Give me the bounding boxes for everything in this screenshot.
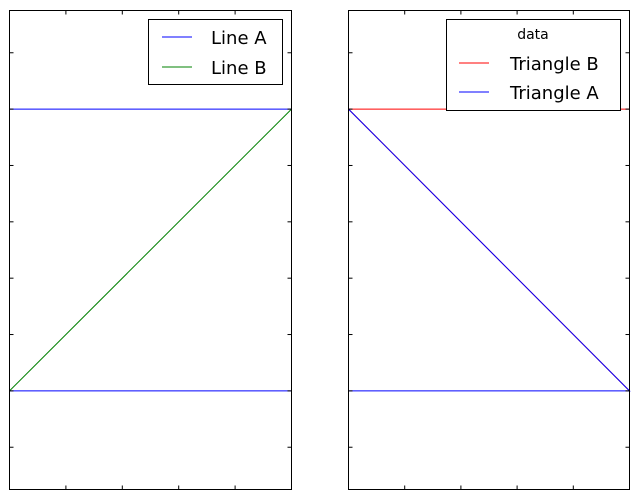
right-legend-label-triangle-a: Triangle A [509, 83, 599, 104]
left-series-line-a [9, 108, 292, 392]
left-axes-frame [9, 10, 292, 490]
right-axes: data Triangle B Triangle A [348, 10, 631, 490]
right-legend-title: data [517, 27, 549, 43]
right-legend: data Triangle B Triangle A [446, 19, 621, 111]
left-legend-box [148, 19, 283, 85]
right-legend-label-triangle-b: Triangle B [509, 54, 599, 75]
left-legend-label-line-a: Line A [211, 28, 267, 49]
left-legend: Line A Line B [148, 19, 283, 85]
right-axes-frame [348, 10, 630, 490]
right-series-triangle-a [348, 108, 631, 392]
left-legend-label-line-b: Line B [211, 58, 267, 79]
left-axes: Line A Line B [9, 10, 292, 490]
right-legend-box [446, 19, 621, 111]
left-series-line-b [9, 108, 292, 392]
